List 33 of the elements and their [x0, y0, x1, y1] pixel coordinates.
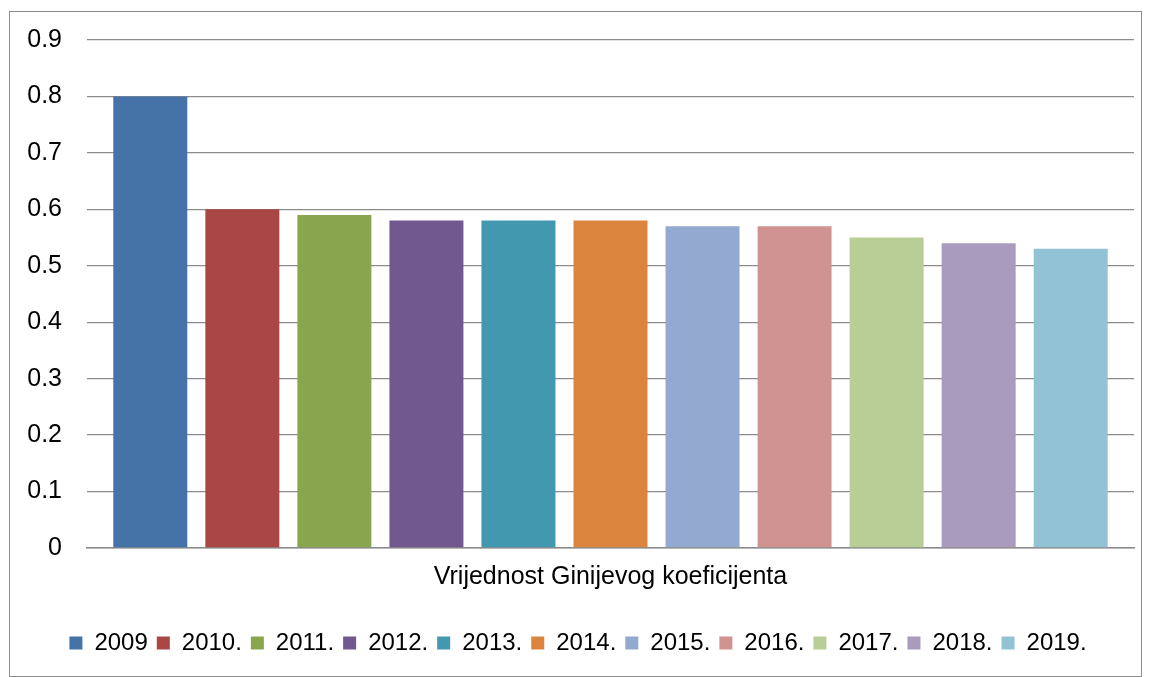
- bar: [757, 226, 832, 548]
- legend-label: 2013.: [462, 627, 523, 655]
- bar: [665, 226, 740, 548]
- bar: [389, 220, 464, 548]
- legend-label: 2011.: [275, 627, 335, 655]
- legend-label: 2012.: [368, 627, 429, 655]
- y-tick-label: 0.2: [27, 419, 62, 447]
- bar: [1033, 248, 1108, 548]
- legend-label: 2014.: [556, 627, 617, 655]
- y-tick-label: 0.7: [27, 136, 62, 165]
- legend-label: 2015.: [650, 627, 711, 655]
- y-tick-label: 0.9: [27, 23, 62, 52]
- y-tick-label: 0.3: [27, 362, 62, 391]
- bar: [941, 243, 1016, 548]
- legend-label: 2018.: [932, 627, 993, 655]
- y-tick-label: 0.8: [27, 80, 62, 109]
- legend-label: 2017.: [838, 627, 899, 655]
- bar: [297, 214, 372, 548]
- legend-label: 2016.: [744, 627, 805, 655]
- legend-label: 2010.: [181, 627, 242, 655]
- bar: [481, 220, 556, 548]
- y-tick-label: 0.4: [27, 306, 63, 335]
- y-tick-label: 0.6: [27, 193, 62, 222]
- y-tick-label: 0: [48, 531, 62, 560]
- bar: [113, 96, 188, 548]
- y-tick-label: 0.5: [27, 249, 62, 278]
- x-tick-label: Vrijednost Ginijevog koeficijenta: [433, 560, 788, 589]
- bar: [573, 220, 648, 548]
- legend-label: 2009: [94, 627, 148, 655]
- bar: [849, 237, 924, 548]
- bar: [205, 209, 280, 548]
- legend-label: 2019.: [1026, 627, 1087, 655]
- y-tick-label: 0.1: [27, 475, 62, 504]
